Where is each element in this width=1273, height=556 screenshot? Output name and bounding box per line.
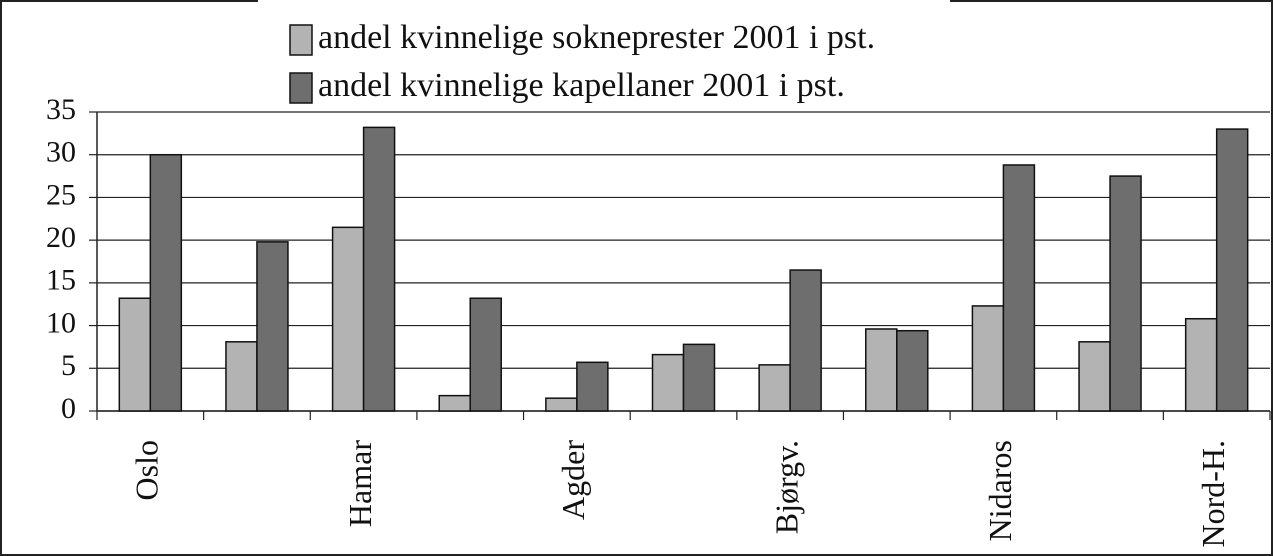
bar bbox=[682, 343, 716, 412]
bar bbox=[149, 153, 183, 412]
bar bbox=[1078, 341, 1111, 412]
bar bbox=[896, 329, 929, 412]
bar bbox=[256, 241, 289, 412]
x-tick-label: Agder bbox=[555, 440, 591, 520]
y-tick-label: 20 bbox=[46, 221, 76, 254]
x-tick-label: Oslo bbox=[129, 440, 165, 500]
legend-label: andel kvinnelige sokneprester 2001 i pst… bbox=[318, 19, 875, 56]
bar bbox=[225, 341, 258, 412]
y-tick-label: 25 bbox=[46, 178, 76, 211]
y-tick-label: 30 bbox=[46, 136, 76, 169]
bar bbox=[651, 353, 685, 412]
y-tick-label: 35 bbox=[46, 93, 76, 126]
bar bbox=[971, 305, 1005, 412]
bar bbox=[362, 126, 396, 412]
bar bbox=[118, 297, 152, 412]
bar bbox=[1184, 317, 1218, 412]
bar bbox=[469, 297, 502, 412]
legend-label: andel kvinnelige kapellaner 2001 i pst. bbox=[318, 67, 845, 104]
y-tick-label: 0 bbox=[61, 392, 76, 425]
legend-box bbox=[258, 0, 950, 110]
bar bbox=[1215, 128, 1249, 412]
bar bbox=[789, 269, 822, 412]
bar bbox=[865, 328, 898, 412]
bar bbox=[1109, 175, 1142, 412]
bar bbox=[545, 397, 578, 412]
x-tick-label: Nord-H. bbox=[1195, 440, 1231, 548]
x-tick-label: Hamar bbox=[342, 440, 378, 527]
y-tick-label: 10 bbox=[46, 306, 76, 339]
x-tick-label: Bjørgv. bbox=[768, 440, 804, 534]
bar bbox=[438, 394, 471, 412]
bar bbox=[1002, 164, 1036, 412]
y-tick-label: 5 bbox=[61, 349, 76, 382]
x-tick-label: Nidaros bbox=[982, 440, 1018, 541]
bar bbox=[758, 364, 791, 412]
bar bbox=[576, 361, 609, 412]
legend-swatch bbox=[289, 72, 313, 104]
bar bbox=[331, 226, 365, 412]
y-tick-label: 15 bbox=[46, 264, 76, 297]
legend-swatch bbox=[289, 24, 313, 56]
